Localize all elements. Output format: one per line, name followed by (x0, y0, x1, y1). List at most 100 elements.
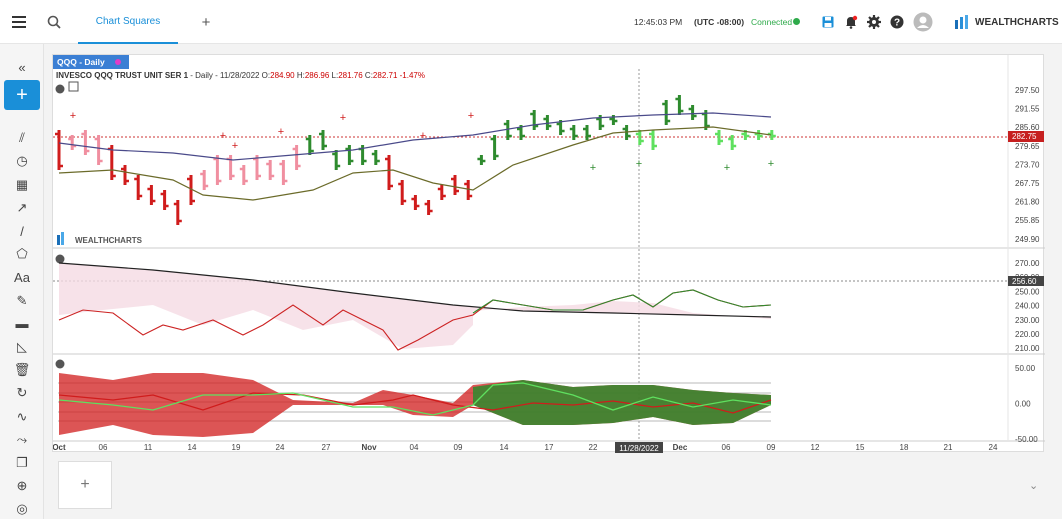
plus-icon[interactable]: + (201, 13, 211, 31)
chart-tab[interactable]: QQQ - Daily (53, 55, 129, 69)
indicator-axis-label: 230.00 (1015, 316, 1040, 325)
refresh-icon[interactable]: ↻ (16, 385, 28, 401)
bell-icon[interactable] (842, 13, 860, 31)
globe-icon[interactable]: ◎ (16, 501, 28, 517)
help-icon[interactable]: ? (888, 13, 906, 31)
status-dot (793, 18, 800, 25)
oscillator-axis-label: -50.00 (1015, 435, 1038, 444)
last-price-badge (1008, 131, 1044, 142)
indicator-fast-line-bull (472, 289, 772, 314)
settings-icon (55, 359, 65, 369)
calendar-icon[interactable]: ▦ (15, 176, 29, 192)
copy-icon[interactable]: ❐ (16, 455, 28, 470)
gear-icon[interactable] (865, 13, 883, 31)
tool-sidebar: + « ⫽ ◷ ▦ ↗ / ⬠ Aa ✎ ▬ ◺ 🗑 ↻ ∿ ⤳ ❐ ⊕ ◎ (0, 44, 44, 519)
clock-time: 12:45:03 PM (634, 17, 683, 27)
signal-marker: + (636, 158, 642, 170)
shapes-icon[interactable]: ⬠ (16, 246, 28, 262)
sma-slow-line (58, 112, 772, 161)
svg-text:?: ? (894, 18, 900, 29)
link-dot (114, 59, 121, 65)
search-icon[interactable] (43, 12, 65, 32)
indicator-icon[interactable]: ⫽ (19, 130, 25, 146)
add-icon[interactable]: + (4, 80, 40, 110)
signal-marker: + (468, 110, 474, 122)
expand-icon (68, 81, 79, 92)
trendline-icon[interactable]: ↗ (16, 199, 28, 215)
indicator-axis-label: 210.00 (1015, 344, 1040, 353)
price-axis-label: 267.75 (1015, 179, 1040, 188)
time-axis-label: 11 (144, 443, 153, 452)
close-value: 282.71 (372, 71, 398, 80)
signal-marker: + (232, 140, 238, 152)
oscillator-signal-line (58, 382, 772, 416)
signal-marker: + (70, 110, 76, 122)
collapse-icon[interactable]: « (18, 59, 26, 75)
last-price-label: 282.75 (1012, 132, 1037, 141)
chart-tab-label: QQQ - Daily (57, 57, 105, 67)
ruler-icon[interactable]: ▬ (15, 316, 29, 332)
add-chart-button[interactable]: + (58, 461, 112, 509)
time-axis-label: 14 (188, 443, 197, 452)
time-axis-label: Oct (53, 443, 66, 452)
time-axis-label: 18 (900, 443, 909, 452)
time-axis-label: 09 (767, 443, 776, 452)
timezone: (UTC -08:00) (694, 17, 745, 27)
chart-type-icon[interactable]: ∿ (16, 408, 28, 424)
signal-marker: + (340, 112, 346, 124)
indicator-axis-label: 250.00 (1015, 287, 1040, 296)
price-axis-label: 273.70 (1015, 160, 1040, 169)
signal-marker: + (724, 162, 730, 174)
indicator-value-label: 256.60 (1012, 277, 1037, 286)
indicator-axis-label: 220.00 (1015, 330, 1040, 339)
pattern-icon[interactable]: ⤳ (16, 431, 28, 447)
time-axis-label: 15 (856, 443, 865, 452)
time-axis-label: 17 (545, 443, 554, 452)
indicator-slow-line (58, 262, 772, 318)
price-axis-label: 285.60 (1015, 123, 1040, 132)
bottom-bar: + ⌄ (44, 455, 1062, 519)
trash-icon[interactable]: 🗑 (13, 362, 31, 378)
pencil-icon[interactable]: ✎ (16, 292, 28, 308)
price-axis-label: 255.85 (1015, 216, 1040, 225)
open-value: 284.90 (270, 71, 295, 80)
crosshair-icon[interactable]: ⊕ (16, 478, 28, 494)
time-axis-label: 04 (410, 443, 419, 452)
time-axis-label: 21 (944, 443, 953, 452)
price-axis-label: 291.55 (1015, 105, 1040, 114)
price-axis-label: 261.80 (1015, 198, 1040, 207)
indicator-value-badge (1008, 276, 1044, 286)
signal-marker: + (220, 130, 226, 142)
indicator-fill (59, 263, 771, 349)
avatar-icon[interactable] (912, 11, 934, 33)
line-icon[interactable]: / (20, 223, 24, 239)
watermark-icon (57, 235, 60, 245)
time-axis-label: 24 (276, 443, 285, 452)
time-axis-label: 12 (811, 443, 820, 452)
settings-icon (55, 84, 65, 94)
price-axis-label: 279.65 (1015, 142, 1040, 151)
sma-fast-line (58, 126, 772, 201)
chart-meta: - Daily - 11/28/2022 O: (188, 71, 271, 80)
crosshair-date-badge (615, 442, 663, 453)
tab-chart-squares[interactable]: Chart Squares (78, 0, 178, 44)
low-value: 281.76 (338, 71, 363, 80)
watermark-text: WEALTHCHARTS (75, 236, 143, 245)
settings-icon (55, 254, 65, 264)
measure-icon[interactable]: ◺ (17, 339, 27, 354)
hamburger-icon[interactable] (8, 12, 30, 32)
text-icon[interactable]: Aa (14, 269, 30, 285)
save-icon[interactable] (820, 14, 836, 30)
price-axis-label: 297.50 (1015, 86, 1040, 95)
time-axis-label: 09 (454, 443, 463, 452)
oscillator-axis-label: 50.00 (1015, 364, 1036, 373)
clock-icon[interactable]: ◷ (16, 153, 28, 169)
chart-square[interactable]: 297.50 291.55 285.60 279.65 273.70 267.75 261.… (52, 54, 1045, 453)
chart-canvas[interactable]: 297.50 291.55 285.60 279.65 273.70 267.75 261.… (52, 55, 1045, 453)
oscillator-axis-label: 0.00 (1015, 400, 1031, 409)
chevron-down-icon[interactable]: ⌄ (1029, 480, 1039, 492)
low-label: L: (329, 71, 339, 80)
signal-marker: + (278, 126, 284, 138)
brand-logo: WEALTHCHARTS (975, 16, 1059, 28)
time-axis-label: 06 (99, 443, 108, 452)
